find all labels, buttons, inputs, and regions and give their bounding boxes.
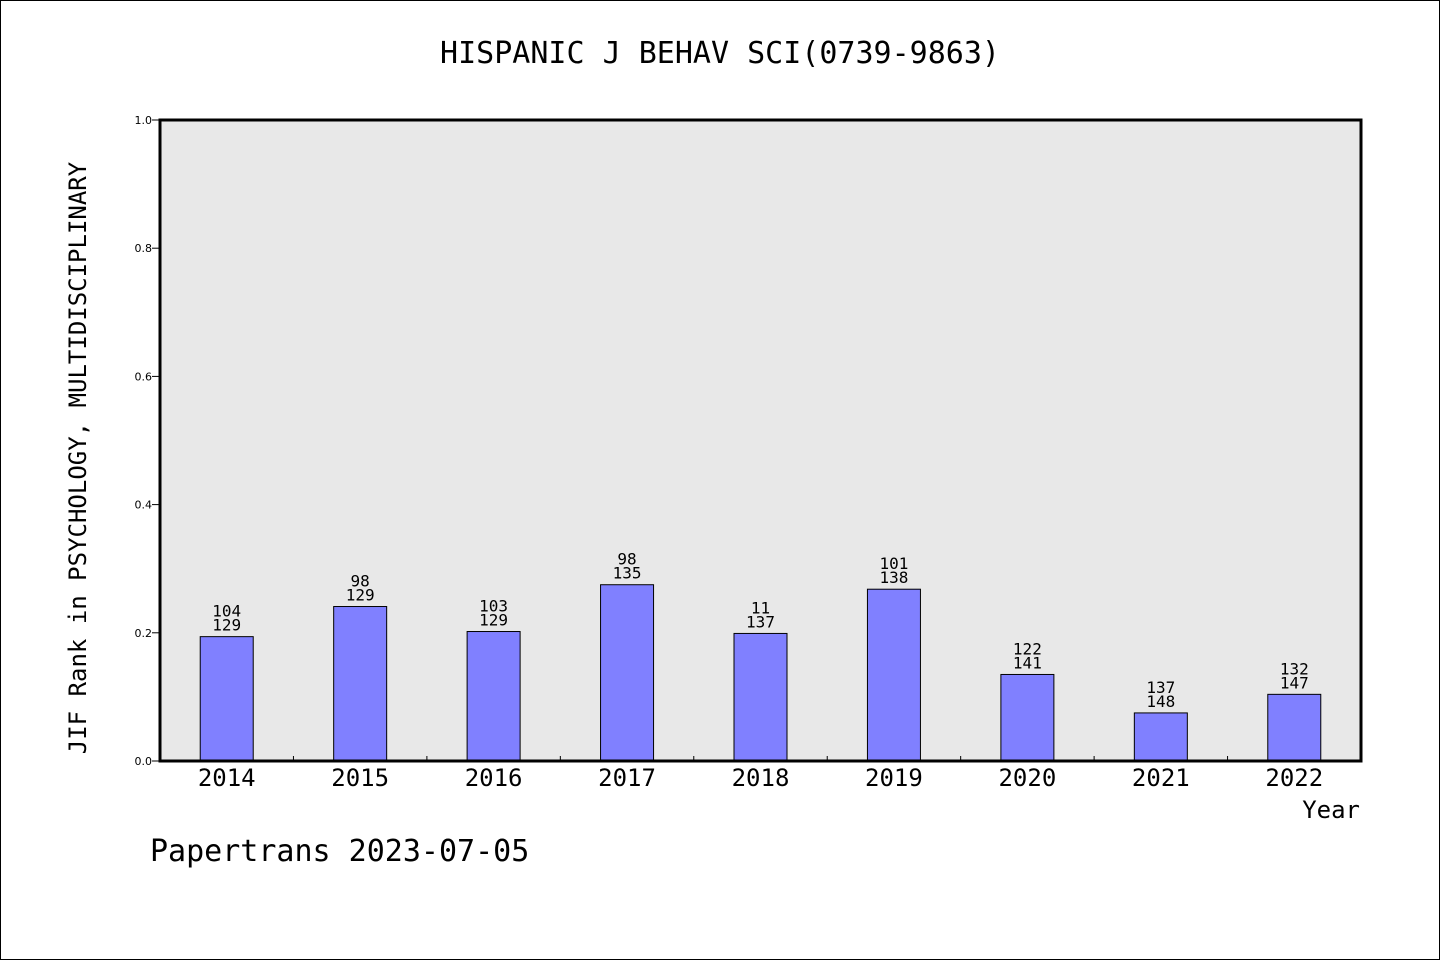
y-tick-label: 0.8 (135, 242, 153, 255)
bar-rank-label: 132 (1280, 659, 1309, 678)
x-tick-label: 2017 (598, 764, 656, 792)
x-tick-label: 2019 (865, 764, 923, 792)
bar-2021 (1133, 712, 1188, 762)
bar-total-label: 141 (1013, 653, 1042, 672)
bar-2016 (466, 631, 521, 762)
bar-total-label: 135 (613, 564, 642, 583)
bar-total-label: 129 (346, 586, 375, 605)
bar-total-label: 129 (479, 611, 508, 630)
bar-rank-label: 122 (1013, 639, 1042, 658)
y-axis-title: JIF Rank in PSYCHOLOGY, MULTIDISCIPLINAR… (64, 161, 92, 755)
bar-2015 (333, 606, 388, 762)
bar-2019 (866, 588, 921, 762)
bar-2017 (600, 584, 655, 762)
plot-border (158, 118, 1363, 763)
bar-rank-label: 11 (751, 598, 770, 617)
bar-total-label: 129 (212, 616, 241, 635)
footer-note: Papertrans 2023-07-05 (150, 834, 530, 869)
bar-2018 (733, 632, 788, 762)
y-tick-label: 0.4 (135, 499, 153, 512)
chart-title: HISPANIC J BEHAV SCI(0739-9863) (440, 36, 1000, 71)
bar-2022 (1267, 693, 1322, 762)
x-tick-label: 2022 (1265, 764, 1323, 792)
x-tick-label: 2021 (1132, 764, 1190, 792)
bar-total-label: 137 (746, 612, 775, 631)
bar-rank-label: 98 (351, 572, 370, 591)
x-tick-label: 2015 (331, 764, 389, 792)
bar-rank-label: 98 (617, 550, 636, 569)
y-tick-label: 1.0 (135, 114, 153, 127)
y-tick-label: 0.6 (135, 370, 153, 383)
x-tick-label: 2018 (732, 764, 790, 792)
bar-rank-label: 104 (212, 602, 241, 621)
y-tick-label: 0.0 (135, 755, 153, 768)
bar-rank-label: 101 (879, 554, 908, 573)
bar-total-label: 148 (1146, 692, 1175, 711)
bar-rank-label: 103 (479, 597, 508, 616)
x-axis-title: Year (1302, 796, 1360, 824)
bar-2020 (1000, 673, 1055, 762)
x-tick-label: 2014 (198, 764, 256, 792)
x-tick-label: 2020 (998, 764, 1056, 792)
bar-total-label: 147 (1280, 673, 1309, 692)
x-tick-label: 2016 (465, 764, 523, 792)
bar-rank-label: 137 (1146, 678, 1175, 697)
y-tick-label: 0.2 (135, 627, 153, 640)
bar-total-label: 138 (879, 568, 908, 587)
bar-2014 (199, 636, 254, 762)
